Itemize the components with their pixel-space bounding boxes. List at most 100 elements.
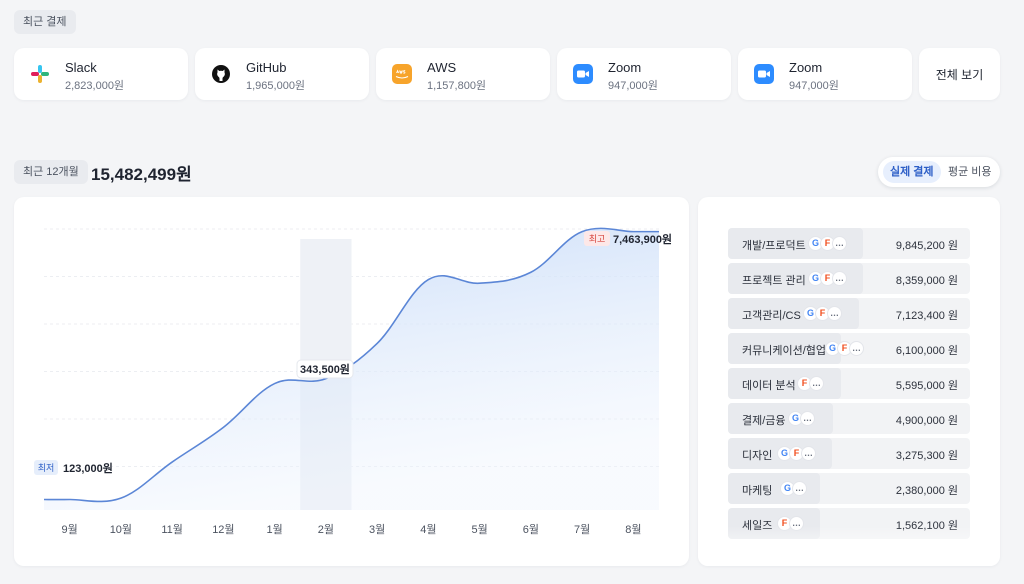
x-tick-label: 5월 bbox=[472, 523, 488, 536]
category-label: 고객관리/CS bbox=[742, 310, 801, 322]
category-value: 6,100,000 원 bbox=[895, 345, 958, 357]
x-tick-label: 4월 bbox=[420, 523, 436, 536]
x-tick-label: 10월 bbox=[110, 523, 132, 536]
x-tick-label: 9월 bbox=[62, 523, 78, 536]
more-icon: … bbox=[849, 341, 864, 356]
category-row[interactable]: 세일즈 F… 1,562,100 원 bbox=[728, 508, 970, 539]
aws-icon bbox=[392, 64, 412, 84]
vendor-amount: 2,823,000원 bbox=[65, 80, 125, 92]
x-tick-label: 3월 bbox=[369, 523, 385, 536]
zoom-icon bbox=[754, 64, 774, 84]
category-bar bbox=[728, 403, 833, 434]
app-icons: G F… bbox=[808, 236, 847, 251]
vendor-name: GitHub bbox=[246, 60, 287, 75]
category-label: 커뮤니케이션/협업 bbox=[742, 345, 827, 357]
x-tick-label: 2월 bbox=[318, 523, 334, 536]
vendor-name: AWS bbox=[427, 60, 457, 75]
google-icon: G bbox=[788, 411, 803, 426]
figma-icon: F bbox=[797, 376, 812, 391]
category-label: 세일즈 bbox=[742, 520, 773, 532]
vendor-amount: 947,000원 bbox=[789, 80, 839, 92]
category-value: 7,123,400 원 bbox=[895, 310, 958, 322]
x-tick-label: 12월 bbox=[212, 523, 234, 536]
series-line bbox=[43, 227, 659, 503]
vendor-amount: 947,000원 bbox=[608, 80, 658, 92]
category-value: 1,562,100 원 bbox=[895, 520, 958, 532]
app-icons: F… bbox=[777, 516, 804, 531]
category-value: 3,275,300 원 bbox=[895, 450, 958, 462]
app-icons: G F… bbox=[803, 306, 842, 321]
period-chip: 최근 12개월 bbox=[14, 160, 88, 184]
vendor-card-aws[interactable]: AWS 1,157,800원 bbox=[376, 48, 550, 100]
more-icon: … bbox=[832, 236, 847, 251]
more-icon: … bbox=[792, 481, 807, 496]
more-icon: … bbox=[801, 446, 816, 461]
x-tick-label: 8월 bbox=[625, 523, 641, 536]
more-icon: … bbox=[789, 516, 804, 531]
category-bar bbox=[728, 333, 841, 364]
category-label: 프로젝트 관리 bbox=[742, 275, 806, 287]
app-icons: F… bbox=[797, 376, 824, 391]
category-label: 데이터 분석 bbox=[742, 380, 796, 392]
app-icons: G F… bbox=[825, 341, 864, 356]
vendor-amount: 1,157,800원 bbox=[427, 80, 487, 92]
x-tick-label: 6월 bbox=[523, 523, 539, 536]
min-annotation: 최저 123,000원 bbox=[34, 458, 113, 477]
app-icons: G… bbox=[788, 411, 815, 426]
vendor-card-zoom[interactable]: Zoom 947,000원 bbox=[557, 48, 731, 100]
category-value: 2,380,000 원 bbox=[895, 485, 958, 497]
min-tag: 최저 bbox=[38, 463, 55, 473]
area-chart: 9월 10월 11월 12월 1월 2월 3월 4월 5월 6월 7월 8월 최고 7,463,900… bbox=[34, 227, 672, 536]
category-row[interactable]: 커뮤니케이션/협업 G F… 6,100,000 원 bbox=[728, 333, 970, 364]
vendor-name: Zoom bbox=[608, 60, 642, 75]
category-row[interactable]: 결제/금융 G… 4,900,000 원 bbox=[728, 403, 970, 434]
vendor-card-zoom[interactable]: Zoom 947,000원 bbox=[738, 48, 912, 100]
more-icon: … bbox=[809, 376, 824, 391]
highlight-annotation: 343,500원 bbox=[296, 359, 354, 379]
more-icon: … bbox=[800, 411, 815, 426]
total-amount: 15,482,499원 bbox=[91, 165, 192, 184]
highlight-value-label: 343,500원 bbox=[300, 362, 350, 376]
category-value: 9,845,200 원 bbox=[895, 240, 958, 252]
min-value-label: 123,000원 bbox=[63, 461, 113, 475]
vendor-amount: 1,965,000원 bbox=[246, 80, 306, 92]
category-row[interactable]: 고객관리/CS G F… 7,123,400 원 bbox=[728, 298, 970, 329]
category-row[interactable]: 마케팅 G… 2,380,000 원 bbox=[728, 473, 970, 504]
max-tag: 최고 bbox=[589, 234, 606, 244]
app-icons: G F… bbox=[777, 446, 816, 461]
vendor-card-github[interactable]: GitHub 1,965,000원 bbox=[195, 48, 369, 100]
max-value-label: 7,463,900원 bbox=[613, 232, 672, 246]
category-value: 4,900,000 원 bbox=[895, 415, 958, 427]
vendor-name: Zoom bbox=[789, 60, 823, 75]
category-row[interactable]: 개발/프로덕트 G F… 9,845,200 원 bbox=[728, 228, 970, 259]
zoom-icon bbox=[573, 64, 593, 84]
slack-icon bbox=[30, 64, 50, 84]
google-icon: G bbox=[808, 271, 823, 286]
category-panel: 개발/프로덕트 G F… 9,845,200 원 프로젝트 관리 G F… 8,359,000… bbox=[698, 197, 1000, 566]
category-label: 마케팅 bbox=[742, 485, 773, 497]
category-row[interactable]: 디자인 G F… 3,275,300 원 bbox=[728, 438, 970, 469]
x-tick-label: 11월 bbox=[161, 523, 183, 536]
category-label: 개발/프로덕트 bbox=[742, 240, 806, 252]
figma-icon: F bbox=[789, 446, 804, 461]
category-row[interactable]: 데이터 분석 F… 5,595,000 원 bbox=[728, 368, 970, 399]
toggle-actual-payment[interactable]: 실제 결제 bbox=[883, 161, 941, 183]
chart-panel: 9월 10월 11월 12월 1월 2월 3월 4월 5월 6월 7월 8월 최고 7,463,900… bbox=[14, 197, 689, 566]
category-value: 5,595,000 원 bbox=[895, 380, 958, 392]
recent-payments-chip: 최근 결제 bbox=[14, 10, 76, 34]
x-tick-label: 1월 bbox=[267, 523, 283, 536]
x-tick-label: 7월 bbox=[574, 523, 590, 536]
view-toggle: 실제 결제 평균 비용 bbox=[878, 157, 1000, 187]
category-label: 결제/금융 bbox=[742, 415, 786, 427]
category-value: 8,359,000 원 bbox=[895, 275, 958, 287]
category-row[interactable]: 프로젝트 관리 G F… 8,359,000 원 bbox=[728, 263, 970, 294]
vendor-card-slack[interactable]: Slack 2,823,000원 bbox=[14, 48, 188, 100]
category-label: 디자인 bbox=[742, 450, 773, 462]
more-icon: … bbox=[827, 306, 842, 321]
app-icons: G… bbox=[780, 481, 807, 496]
view-all-button[interactable]: 전체 보기 bbox=[919, 48, 1000, 100]
toggle-average-cost[interactable]: 평균 비용 bbox=[948, 166, 992, 178]
github-icon bbox=[211, 64, 231, 84]
vendor-name: Slack bbox=[65, 60, 97, 75]
figma-icon: F bbox=[815, 306, 830, 321]
